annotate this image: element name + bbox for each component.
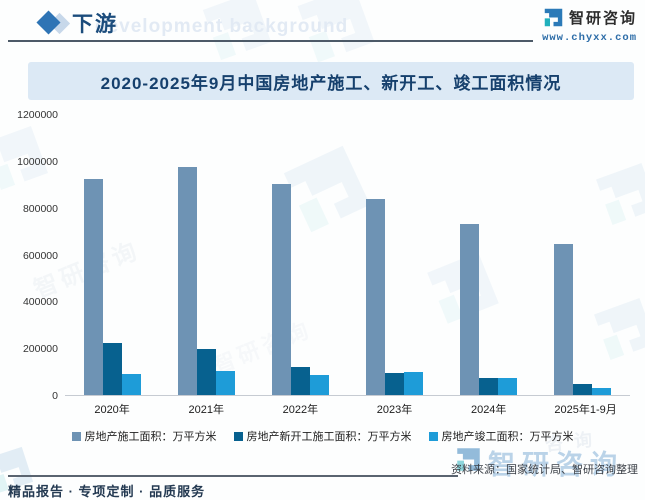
x-axis-labels: 2020年 2021年 2022年 2023年 2024年 2025年1-9月 (65, 401, 630, 417)
header-divider (8, 40, 533, 42)
chart-bar (385, 372, 405, 395)
legend-marker (71, 431, 81, 441)
chart-bar (498, 377, 518, 395)
y-axis-tick-label: 1200000 (17, 109, 58, 121)
y-axis: 0 200000 400000 600000 800000 1000000 1200000 (0, 109, 58, 402)
services-tagline: 精品报告 · 专项定制 · 品质服务 (8, 484, 206, 499)
chart-bar (290, 366, 310, 395)
bar-group (366, 115, 424, 395)
legend-marker (428, 431, 438, 441)
bar-chart: 0 200000 400000 600000 800000 1000000 1200000 … (0, 109, 645, 445)
header-background-watermark: development background (95, 16, 349, 37)
chart-bar (554, 244, 574, 395)
brand-logo-block: 智研咨询 www.chyxx.com (542, 7, 637, 44)
chart-bar (309, 374, 329, 395)
x-axis-label: 2025年1-9月 (554, 404, 617, 416)
y-axis-tick-label: 800000 (22, 202, 58, 215)
chart-bar (196, 348, 216, 395)
legend-marker (233, 431, 243, 441)
bar-group (554, 115, 612, 395)
y-axis-tick-label: 0 (52, 390, 58, 402)
brand-logo-icon (544, 8, 563, 27)
x-axis-label: 2022年 (282, 404, 319, 416)
section-title: 下游 (72, 13, 118, 36)
footer-watermark-text: 智研咨询 (488, 450, 624, 480)
brand-name: 智研咨询 (568, 10, 637, 27)
chart-bar (573, 384, 593, 395)
chart-bar (592, 387, 612, 395)
x-axis-label: 2023年 (376, 404, 413, 416)
bar-group (177, 115, 235, 395)
chart-title-banner: 2020-2025年9月中国房地产施工、新开工、竣工面积情况 (28, 62, 634, 100)
chart-bar (479, 377, 499, 395)
chart-bar (404, 371, 424, 395)
legend-item: 房地产竣工面积：万平方米 (428, 428, 574, 444)
legend: 房地产施工面积：万平方米 房地产新开工施工面积：万平方米 房地产竣工面积：万平方米 (0, 428, 645, 444)
y-axis-tick-label: 400000 (22, 296, 58, 309)
bar-group (83, 115, 141, 395)
plot-area (65, 115, 630, 396)
bar-group (460, 115, 518, 395)
x-axis-label: 2021年 (188, 404, 224, 416)
brand-url-link[interactable]: www.chyxx.com (542, 32, 637, 44)
legend-label: 房地产竣工面积：万平方米 (441, 431, 574, 443)
y-axis-tick-label: 1000000 (17, 155, 58, 168)
footer-divider (8, 475, 458, 477)
x-axis-label: 2024年 (470, 404, 507, 416)
chart-title: 2020-2025年9月中国房地产施工、新开工、竣工面积情况 (100, 73, 562, 93)
legend-label: 房地产施工面积：万平方米 (84, 431, 217, 443)
y-axis-tick-label: 200000 (22, 343, 58, 356)
chart-bar (177, 167, 197, 395)
data-source-text: 资料来源：国家统计局、智研咨询整理 (451, 464, 638, 476)
chart-bar (83, 178, 103, 395)
x-axis-label: 2020年 (94, 404, 130, 416)
chart-bar (271, 183, 291, 395)
bar-group (271, 115, 329, 395)
chart-bar (366, 199, 386, 395)
legend-item: 房地产施工面积：万平方米 (71, 428, 217, 444)
legend-label: 房地产新开工施工面积：万平方米 (246, 431, 412, 443)
y-axis-tick-label: 600000 (22, 249, 58, 262)
chart-bar (460, 223, 480, 395)
legend-item: 房地产新开工施工面积：万平方米 (233, 428, 412, 444)
chart-bar (215, 371, 235, 395)
chart-bar (121, 373, 141, 395)
chart-bar (102, 342, 122, 395)
